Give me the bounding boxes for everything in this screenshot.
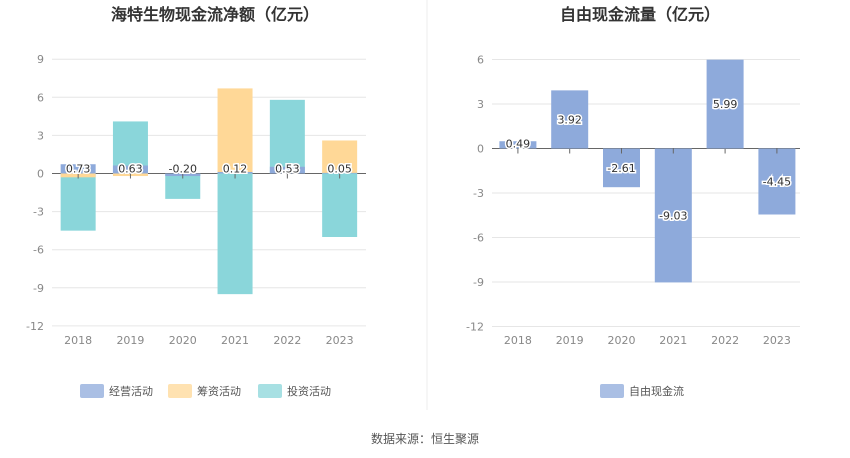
chart-title: 自由现金流量（亿元） [560, 5, 720, 24]
bar-经营活动-2021 [217, 171, 253, 174]
source-note: 数据来源：恒生聚源 [371, 431, 479, 446]
legend-swatch [258, 384, 282, 398]
bar-投资活动-2018 [60, 173, 96, 231]
y-tick-label: 3 [37, 129, 44, 142]
legend-label: 投资活动 [287, 384, 331, 398]
bar-经营活动-2022 [269, 166, 305, 174]
bar-投资活动-2019 [112, 121, 148, 174]
legend-label: 经营活动 [109, 384, 153, 398]
bar-经营活动-2019 [112, 165, 148, 174]
x-tick-label: 2022 [711, 334, 739, 347]
bar-经营活动-2023 [322, 172, 358, 174]
x-tick-label: 2019 [556, 334, 584, 347]
y-tick-label: -12 [466, 320, 484, 333]
x-tick-label: 2018 [64, 334, 92, 347]
y-tick-label: -6 [33, 244, 44, 257]
data-label: 0.73 [66, 163, 91, 176]
x-tick-label: 2018 [504, 334, 532, 347]
y-tick-label: 3 [477, 98, 484, 111]
legend-label: 自由现金流 [629, 384, 684, 398]
bar-投资活动-2021 [217, 173, 253, 295]
x-tick-label: 2020 [608, 334, 636, 347]
x-tick-label: 2020 [169, 334, 197, 347]
bar-自由现金流-2018 [499, 141, 537, 149]
bar-投资活动-2022 [269, 99, 305, 174]
y-tick-label: 9 [37, 53, 44, 66]
bar-自由现金流-2022 [706, 59, 744, 149]
y-tick-label: 6 [37, 91, 44, 104]
bar-投资活动-2023 [322, 173, 358, 237]
x-tick-label: 2023 [326, 334, 354, 347]
data-label: 0.53 [275, 163, 300, 176]
y-tick-label: 6 [477, 54, 484, 67]
chart-2: 自由现金流量（亿元） 6 3 0 -3 -6 -9 -12 0.49 2018 3.92 2019 -2… [466, 5, 800, 398]
data-label: -9.03 [659, 209, 687, 222]
bar-自由现金流-2020 [603, 148, 640, 188]
y-tick-label: -12 [26, 320, 44, 333]
data-label: 0.63 [118, 163, 143, 176]
x-tick-label: 2021 [659, 334, 687, 347]
y-tick-label: -3 [33, 206, 44, 219]
bar-筹资活动-2023 [322, 140, 358, 174]
bar-自由现金流-2021 [654, 148, 692, 283]
chart-title: 海特生物现金流净额（亿元） [111, 5, 319, 24]
legend-swatch [600, 384, 624, 398]
x-tick-label: 2021 [221, 334, 249, 347]
data-label: 3.92 [557, 113, 582, 126]
y-tick-label: 0 [477, 143, 484, 156]
data-label: -4.45 [763, 175, 791, 188]
chart-1: 海特生物现金流净额（亿元） 9 6 3 0 -3 -6 -9 -12 0.73 2018 0.63 20… [26, 5, 366, 398]
legend-label: 筹资活动 [197, 384, 241, 398]
data-label: 0.49 [506, 138, 531, 151]
bar-筹资活动-2021 [217, 88, 253, 174]
y-tick-label: -6 [473, 231, 484, 244]
legend-swatch [80, 384, 104, 398]
data-label: 0.12 [223, 163, 248, 176]
y-tick-label: 0 [37, 168, 44, 181]
legend-swatch [168, 384, 192, 398]
y-tick-label: -3 [473, 187, 484, 200]
bar-自由现金流-2023 [758, 148, 796, 215]
bar-经营活动-2018 [60, 164, 96, 174]
data-label: 5.99 [713, 98, 738, 111]
x-tick-label: 2019 [116, 334, 144, 347]
y-tick-label: -9 [33, 282, 44, 295]
data-label: 0.05 [327, 163, 352, 176]
bar-自由现金流-2019 [551, 90, 589, 149]
data-label: -2.61 [607, 162, 635, 175]
data-label: -0.20 [169, 163, 197, 176]
x-tick-label: 2023 [763, 334, 791, 347]
y-tick-label: -9 [473, 276, 484, 289]
x-tick-label: 2022 [273, 334, 301, 347]
